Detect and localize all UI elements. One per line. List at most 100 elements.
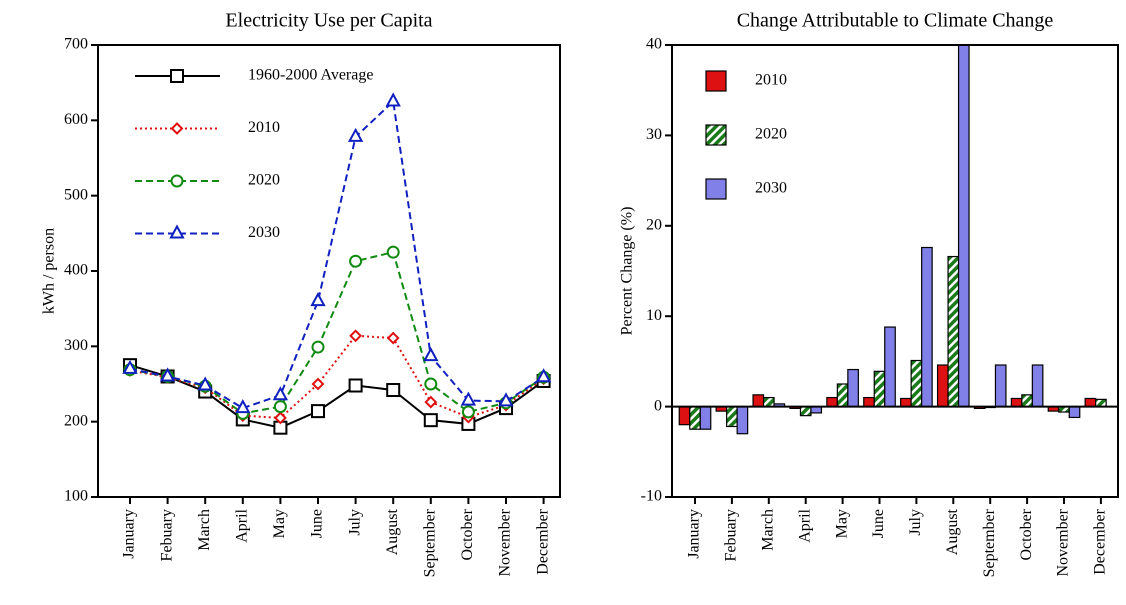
- x-tick-label: October: [1018, 508, 1035, 560]
- y-tick-label: 0: [654, 397, 662, 414]
- series-line: [129, 334, 545, 419]
- legend-label: 1960-2000 Average: [248, 67, 373, 84]
- bar: [752, 394, 765, 408]
- marker: [170, 174, 184, 188]
- chart-title: Electricity Use per Capita: [225, 10, 432, 32]
- x-tick-label: August: [384, 508, 401, 555]
- x-tick-label: January: [121, 509, 138, 559]
- x-tick-label: September: [421, 508, 438, 577]
- marker: [272, 386, 289, 401]
- x-tick-label: June: [870, 509, 887, 538]
- bar: [826, 396, 838, 408]
- plot-frame: [97, 44, 561, 498]
- x-tick-label: December: [1092, 508, 1109, 574]
- x-tick-label: Febuary: [158, 509, 175, 561]
- marker: [423, 413, 438, 428]
- legend-label: 2030: [248, 224, 280, 241]
- bar: [921, 246, 933, 408]
- x-tick-label: March: [759, 509, 776, 551]
- marker: [423, 347, 439, 362]
- legend-label: 2030: [755, 180, 787, 197]
- marker: [170, 122, 184, 135]
- bar: [957, 44, 970, 408]
- legend-label: 2010: [248, 119, 280, 136]
- x-tick-label: July: [346, 509, 363, 536]
- x-tick-label: November: [1055, 508, 1072, 576]
- bar: [836, 383, 849, 408]
- marker: [349, 254, 363, 268]
- x-tick-label: June: [309, 509, 326, 538]
- y-tick-label: 400: [64, 262, 88, 279]
- marker: [460, 391, 477, 406]
- marker: [159, 367, 176, 382]
- bar: [699, 406, 712, 430]
- bar: [884, 326, 896, 408]
- bar: [947, 255, 960, 408]
- y-tick-label: 200: [64, 412, 88, 429]
- x-tick-label: July: [907, 509, 924, 536]
- x-tick-label: May: [271, 509, 288, 538]
- legend-label: 2010: [755, 72, 787, 89]
- chart-title: Change Attributable to Climate Change: [737, 10, 1054, 32]
- marker: [197, 376, 213, 391]
- marker: [235, 399, 251, 414]
- marker: [386, 383, 401, 398]
- x-tick-label: December: [534, 508, 551, 574]
- y-tick-label: 100: [64, 488, 88, 505]
- legend-swatch: [705, 178, 727, 200]
- y-tick-label: 20: [646, 216, 662, 233]
- marker: [273, 411, 287, 425]
- bar: [936, 364, 949, 408]
- marker: [170, 69, 184, 83]
- x-tick-label: May: [833, 509, 850, 538]
- marker: [311, 377, 325, 391]
- plot-frame: [671, 44, 1119, 498]
- x-tick-label: October: [459, 508, 476, 560]
- bar: [1021, 394, 1033, 408]
- bar: [1084, 397, 1097, 408]
- legend-swatch: [705, 124, 727, 146]
- marker: [310, 292, 326, 307]
- marker: [385, 92, 401, 107]
- y-tick-label: 600: [64, 111, 88, 128]
- x-tick-label: August: [944, 508, 961, 555]
- marker: [311, 404, 325, 419]
- y-tick-label: 700: [64, 36, 88, 53]
- marker: [169, 224, 185, 239]
- bar: [873, 370, 886, 408]
- bar: [1010, 397, 1023, 408]
- series-line: [129, 250, 545, 415]
- marker: [348, 378, 363, 393]
- marker: [311, 340, 325, 354]
- legend-label: 2020: [755, 126, 787, 143]
- bar: [994, 364, 1007, 408]
- legend-label: 2020: [248, 172, 280, 189]
- bar: [900, 397, 912, 408]
- bar: [689, 406, 701, 430]
- bar: [678, 406, 691, 426]
- marker: [424, 395, 438, 409]
- y-tick-label: 30: [646, 126, 662, 143]
- x-tick-label: January: [686, 509, 703, 559]
- x-tick-label: April: [796, 508, 813, 542]
- marker: [386, 245, 400, 259]
- marker: [349, 329, 363, 343]
- marker: [535, 368, 552, 383]
- series-line: [129, 99, 545, 410]
- bar: [863, 396, 875, 408]
- y-tick-label: 40: [646, 36, 662, 53]
- bar: [847, 368, 859, 408]
- y-tick-label: 500: [64, 186, 88, 203]
- bar: [726, 406, 738, 428]
- marker: [273, 400, 287, 414]
- y-axis-label: Percent Change (%): [619, 207, 636, 336]
- marker: [498, 392, 514, 407]
- bar: [736, 406, 749, 435]
- series-line: [129, 364, 545, 429]
- x-tick-label: Febuary: [723, 509, 740, 561]
- bar: [799, 406, 812, 417]
- marker: [347, 127, 364, 142]
- bar: [762, 396, 775, 408]
- bar: [1095, 398, 1107, 408]
